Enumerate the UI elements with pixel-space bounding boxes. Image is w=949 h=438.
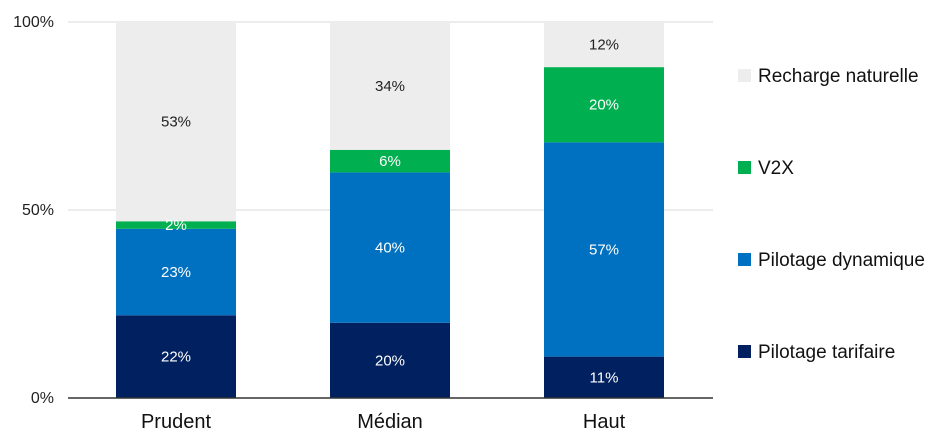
bar-segment [330, 149, 450, 173]
bars [116, 22, 664, 398]
data-label: 12% [589, 37, 619, 54]
legend: Recharge naturelle V2X Pilotage dynamique P… [738, 66, 925, 363]
data-label: 2% [165, 217, 187, 234]
y-tick-label: 0% [31, 390, 54, 407]
legend-swatch [738, 69, 751, 82]
bar-segment [116, 22, 236, 222]
y-tick-label: 50% [22, 202, 54, 219]
x-category-label: Prudent [141, 411, 211, 433]
bar-segment [544, 67, 664, 143]
legend-label: Pilotage tarifaire [758, 342, 895, 363]
legend-swatch [738, 161, 751, 174]
bar-segment [544, 356, 664, 398]
bar-segment [544, 22, 664, 68]
bar-segment [544, 142, 664, 357]
bar-segment [330, 172, 450, 323]
x-category-label: Haut [583, 411, 626, 433]
data-label: 20% [375, 352, 405, 369]
legend-label: V2X [758, 158, 794, 179]
data-label: 53% [161, 114, 191, 131]
data-label: 11% [590, 369, 619, 386]
bar-segment [330, 22, 450, 150]
axes: 0% 50% 100% Prudent Médian Haut [13, 14, 713, 433]
data-labels: 22% 23% 2% 53% 20% 40% 6% 34% 11% 57% 20% 12% [161, 37, 619, 387]
bar-segment [116, 221, 236, 229]
data-label: 20% [589, 97, 619, 114]
data-label: 40% [375, 240, 405, 257]
bar-segment [116, 228, 236, 316]
legend-label: Recharge naturelle [758, 66, 919, 87]
data-label: 22% [161, 349, 191, 366]
x-category-label: Médian [357, 411, 423, 433]
data-label: 6% [379, 153, 401, 170]
y-tick-label: 100% [13, 14, 54, 31]
bar-segment [116, 315, 236, 398]
data-label: 57% [589, 241, 619, 258]
legend-swatch [738, 345, 751, 358]
bar-segment [330, 322, 450, 398]
legend-swatch [738, 253, 751, 266]
data-label: 34% [375, 78, 405, 95]
legend-label: Pilotage dynamique [758, 250, 925, 271]
data-label: 23% [161, 264, 191, 281]
